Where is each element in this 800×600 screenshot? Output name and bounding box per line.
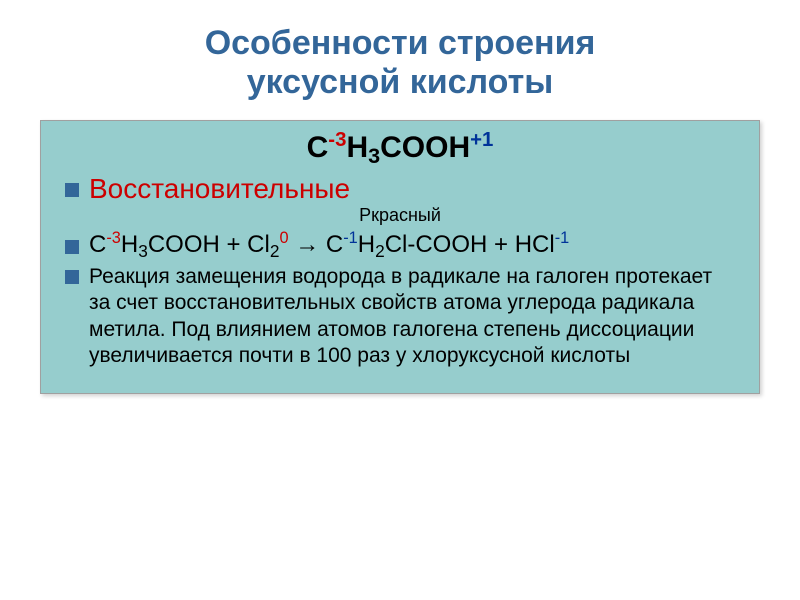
r-as2: 3 xyxy=(138,241,148,261)
bullet-icon xyxy=(65,240,79,254)
bullet-row-1: Восстановительные xyxy=(65,173,735,205)
red-heading: Восстановительные xyxy=(89,173,350,205)
f-e1: -3 xyxy=(328,129,346,151)
content-box: C-3H3COOH+1 Восстановительные Ркрасный C… xyxy=(40,120,760,394)
r-de1: -1 xyxy=(555,229,570,247)
r-be1: 0 xyxy=(279,229,288,247)
bullet-icon xyxy=(65,270,79,284)
r-ae1: -3 xyxy=(106,229,121,247)
r-arrow: → xyxy=(289,231,326,258)
r-d1: HCl xyxy=(515,231,555,258)
r-c3: Cl-COOH xyxy=(385,231,488,258)
r-c1: C xyxy=(326,231,343,258)
main-formula: C-3H3COOH+1 xyxy=(65,131,735,165)
bullet-icon xyxy=(65,183,79,197)
slide-title: Особенности строения уксусной кислоты xyxy=(40,24,760,102)
r-cs2: 2 xyxy=(375,241,385,261)
bullet-row-2: C-3H3COOH + Cl20 → C-1H2Cl-COOH + HCl-1 xyxy=(65,230,735,260)
f-e3: +1 xyxy=(470,129,493,151)
r-a1: C xyxy=(89,231,106,258)
r-bs2: 2 xyxy=(270,241,280,261)
f-h: H xyxy=(346,131,368,164)
bullet-row-3: Реакция замещения водорода в радикале на… xyxy=(65,264,735,369)
f-c: C xyxy=(307,131,329,164)
catalyst-label: Ркрасный xyxy=(65,205,735,226)
title-line-1: Особенности строения xyxy=(205,24,596,62)
r-a2: H xyxy=(121,231,138,258)
reaction: C-3H3COOH + Cl20 → C-1H2Cl-COOH + HCl-1 xyxy=(89,230,569,260)
f-s2: 3 xyxy=(368,143,380,168)
body-paragraph: Реакция замещения водорода в радикале на… xyxy=(89,264,735,369)
r-a3: COOH xyxy=(148,231,220,258)
r-c2: H xyxy=(358,231,375,258)
r-plus2: + xyxy=(487,231,514,258)
r-ce1: -1 xyxy=(343,229,358,247)
slide: Особенности строения уксусной кислоты C-… xyxy=(0,0,800,600)
r-plus1: + xyxy=(220,231,247,258)
title-line-2: уксусной кислоты xyxy=(247,63,554,101)
r-b1: Cl xyxy=(247,231,270,258)
f-cooh: COOH xyxy=(380,131,470,164)
